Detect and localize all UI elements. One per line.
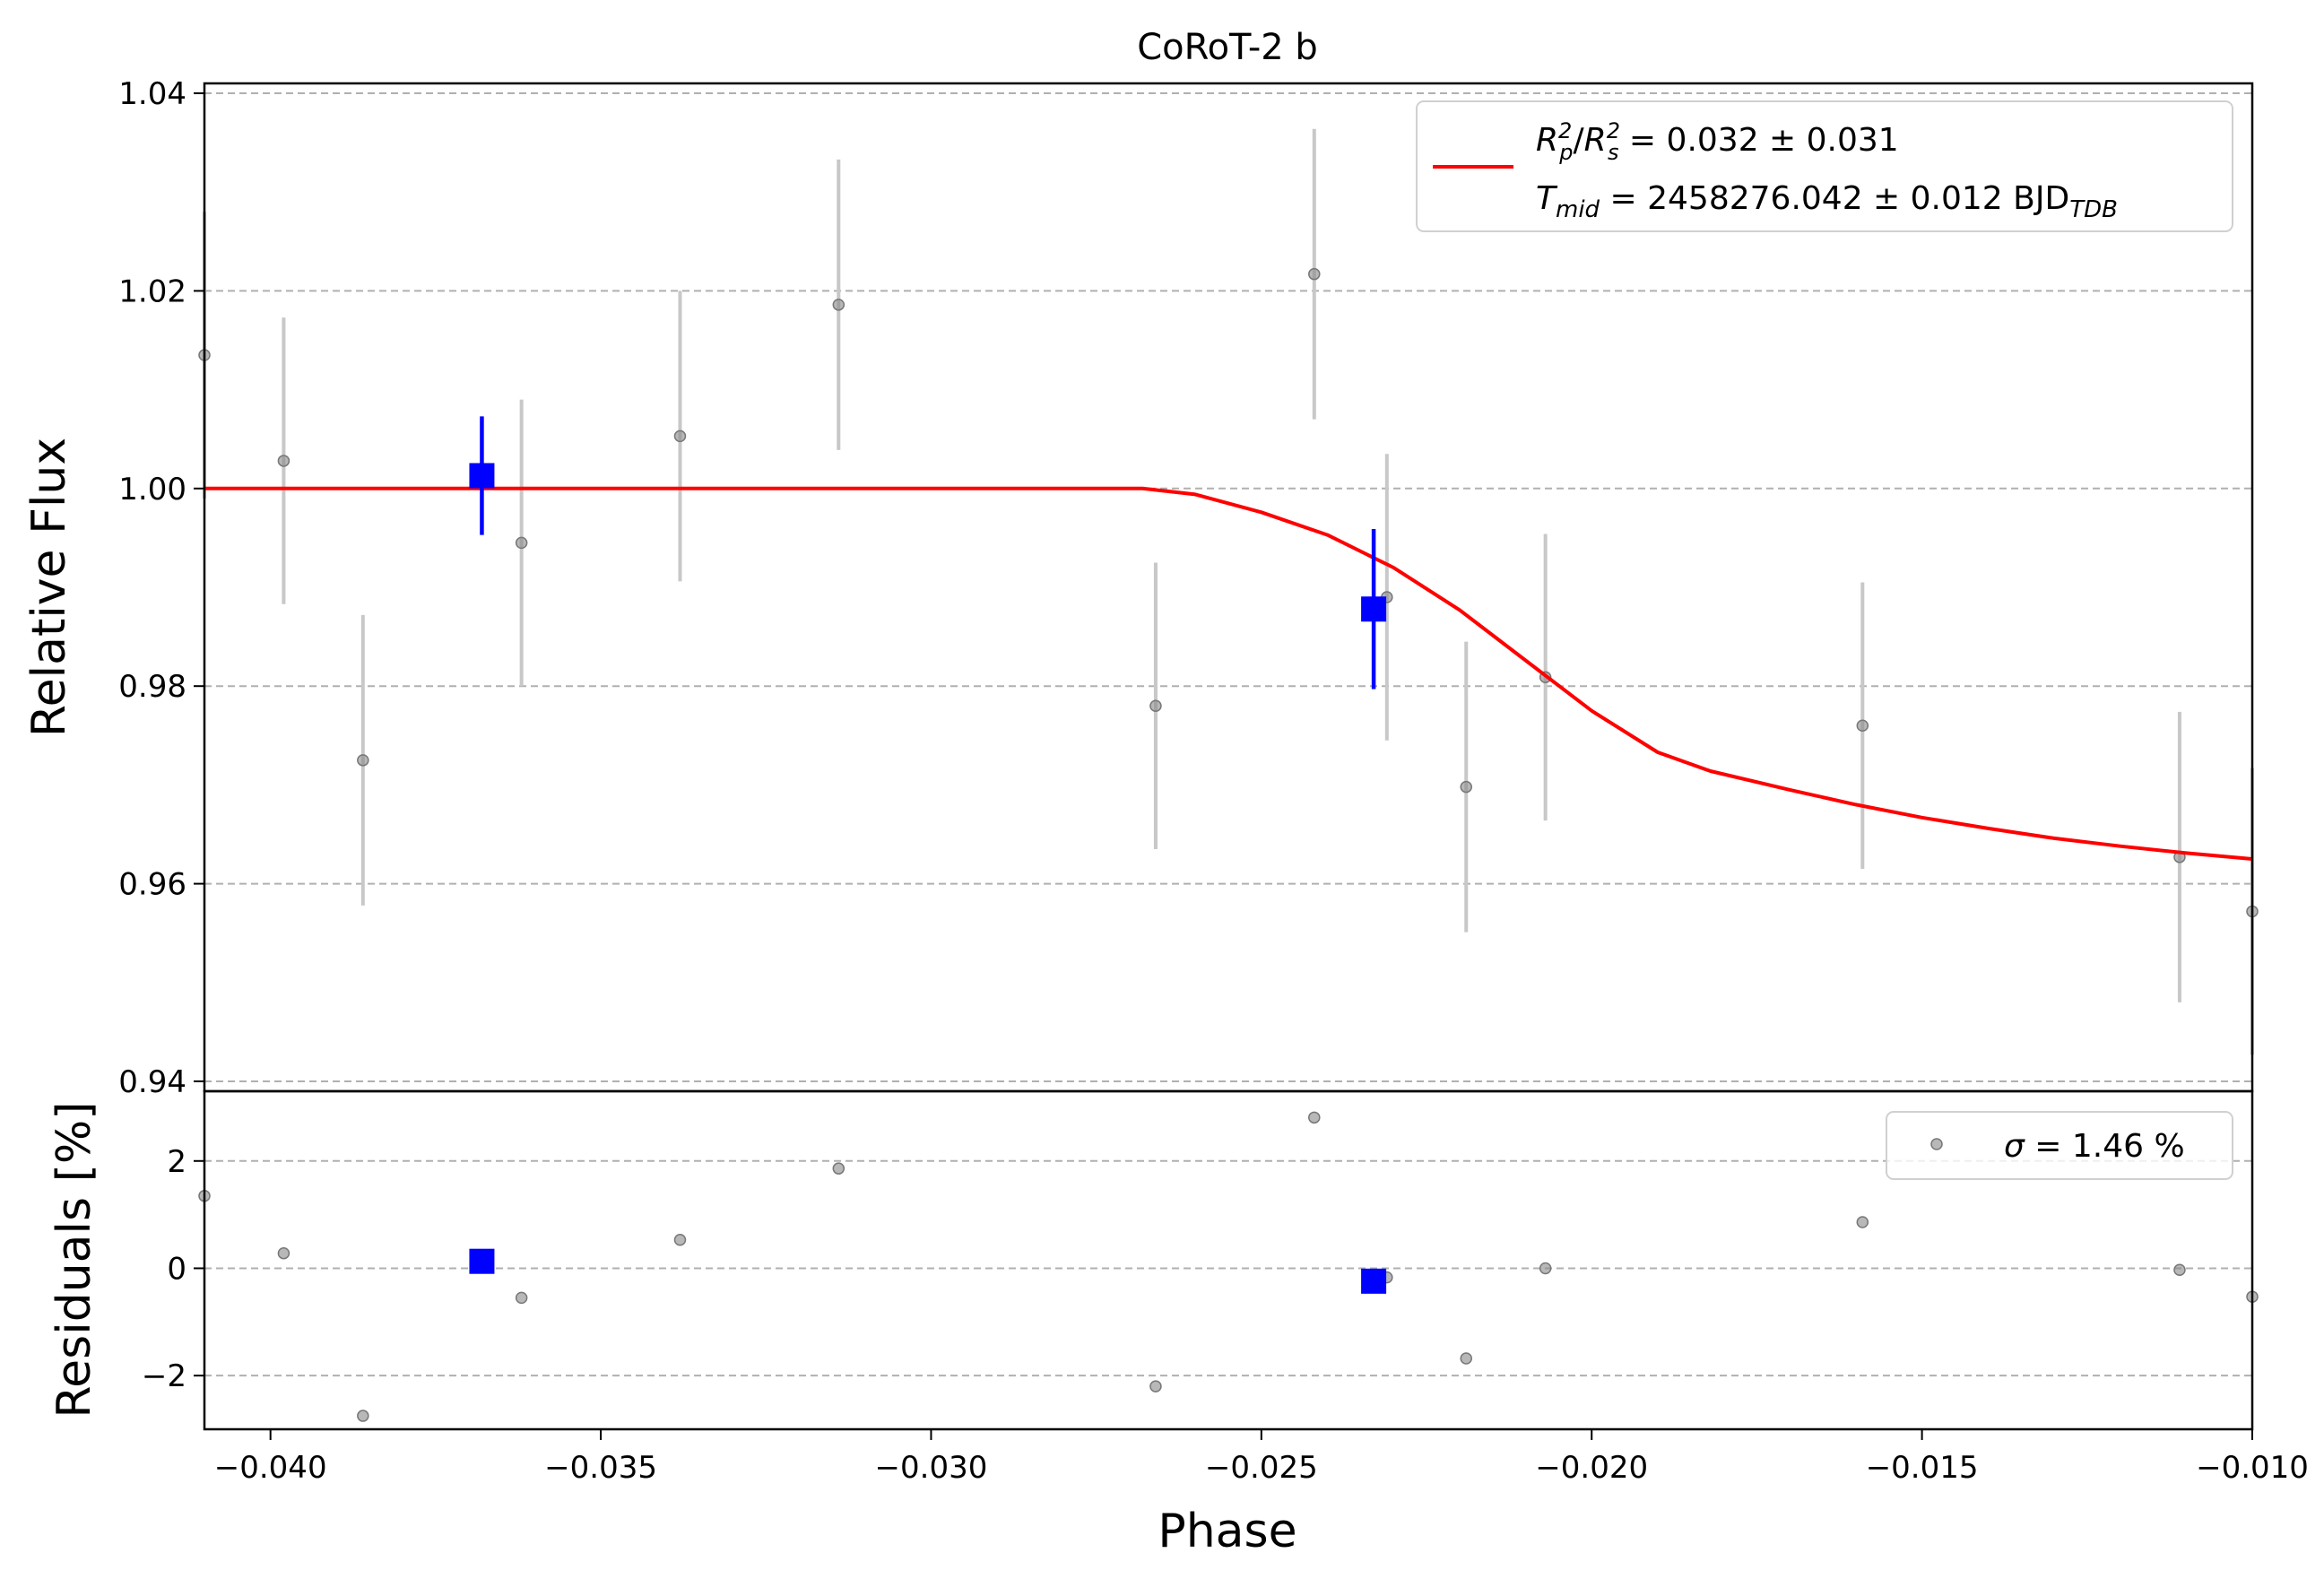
x-tick-label: −0.020 [1535, 1450, 1648, 1486]
x-tick-label: −0.030 [875, 1450, 988, 1486]
x-axis-label: Phase [1158, 1505, 1296, 1558]
flux-raw-point [1856, 719, 1869, 733]
residuals-raw-points [198, 1111, 2259, 1422]
transit-model-line [204, 486, 2253, 861]
legend-rp-sub: p [1558, 140, 1573, 165]
flux-y-tick-label: 1.04 [118, 76, 186, 112]
flux-raw-point [832, 299, 845, 311]
residuals-raw-point [832, 1162, 845, 1175]
flux-raw-point [673, 429, 687, 443]
legend-rs-sup: 2 [1607, 118, 1620, 143]
residuals-raw-point [1149, 1380, 1162, 1392]
residuals-panel: −2 0 2 Residuals [%] σ = 1.46 % [48, 1089, 2259, 1431]
legend-slash: / [1574, 122, 1585, 159]
flux-legend-line1: R2 p/R2 s = 0.032 ± 0.031 [1536, 118, 1899, 165]
flux-raw-point [515, 536, 528, 550]
residuals-raw-point [357, 1410, 369, 1422]
legend-sigma: σ [2004, 1128, 2025, 1165]
legend-tdb-sub: TDB [2069, 196, 2118, 223]
flux-y-tick-label: 0.96 [118, 867, 186, 903]
legend-rp-sup: 2 [1558, 118, 1572, 143]
residuals-binned-point [1361, 1268, 1387, 1294]
residuals-y-tick-label: 0 [167, 1251, 186, 1287]
flux-raw-point [1308, 267, 1321, 281]
flux-legend: R2 p/R2 s = 0.032 ± 0.031 Tmid = 2458276.0… [1416, 100, 2233, 232]
residuals-raw-point [673, 1234, 687, 1246]
flux-binned-point [1361, 596, 1387, 622]
x-ticks: −0.040 −0.035 −0.030 −0.025 −0.020 −0.015 −0.0… [214, 1429, 2309, 1486]
residuals-raw-point [1856, 1216, 1869, 1228]
residuals-binned-points [469, 1248, 1387, 1294]
residuals-y-axis-label: Residuals [%] [48, 1101, 101, 1418]
flux-y-tick-label: 0.94 [118, 1064, 186, 1100]
flux-legend-box [1416, 100, 2233, 232]
residuals-raw-point [277, 1246, 290, 1260]
flux-binned-point [469, 463, 495, 489]
legend-depth-value: = 0.032 ± 0.031 [1618, 122, 1898, 159]
x-tick-label: −0.025 [1205, 1450, 1318, 1486]
flux-legend-line2: Tmid = 2458276.042 ± 0.012 BJDTDB [1536, 180, 2118, 223]
flux-raw-point [357, 754, 369, 767]
residuals-raw-point [1460, 1352, 1472, 1365]
residuals-axes-frame [203, 1089, 2254, 1431]
flux-raw-point [1460, 780, 1472, 794]
residuals-binned-point [469, 1248, 495, 1274]
residuals-raw-point [2173, 1263, 2186, 1277]
flux-y-tick-label: 0.98 [118, 669, 186, 705]
residuals-legend: σ = 1.46 % [1886, 1111, 2233, 1180]
residuals-legend-box [1886, 1111, 2233, 1180]
legend-rs: R [1584, 122, 1607, 159]
x-tick-label: −0.015 [1866, 1450, 1979, 1486]
residuals-legend-text: σ = 1.46 % [2004, 1128, 2185, 1165]
flux-y-tick-label: 1.02 [118, 273, 186, 309]
residuals-y-tick-label: 2 [167, 1144, 186, 1180]
x-tick-label: −0.035 [544, 1450, 657, 1486]
flux-raw-point [277, 455, 290, 467]
legend-rs-sub: s [1608, 140, 1619, 165]
residuals-raw-point [1308, 1111, 1321, 1124]
residuals-raw-point [1539, 1262, 1552, 1275]
flux-y-tick-label: 1.00 [118, 472, 186, 508]
residuals-y-tick-label: −2 [142, 1358, 186, 1394]
legend-tmid-sub: mid [1556, 196, 1600, 223]
flux-raw-point [1149, 699, 1162, 712]
residuals-raw-point [515, 1291, 528, 1305]
flux-model-curve [204, 486, 2253, 861]
x-tick-label: −0.010 [2196, 1450, 2309, 1486]
residuals-legend-marker [1930, 1138, 1943, 1150]
flux-y-ticks: 0.94 0.96 0.98 1.00 1.02 1.04 [118, 76, 204, 1100]
flux-binned-points [469, 416, 1387, 690]
legend-rp: R [1536, 122, 1558, 159]
legend-sigma-value: = 1.46 % [2025, 1128, 2185, 1165]
x-tick-label: −0.040 [214, 1450, 327, 1486]
residuals-y-ticks: −2 0 2 [142, 1144, 204, 1394]
flux-y-axis-label: Relative Flux [22, 438, 76, 737]
legend-tmid: T [1536, 180, 1558, 217]
legend-tmid-value: = 2458276.042 ± 0.012 BJD [1600, 180, 2069, 217]
chart-title: CoRoT-2 b [1137, 27, 1318, 68]
